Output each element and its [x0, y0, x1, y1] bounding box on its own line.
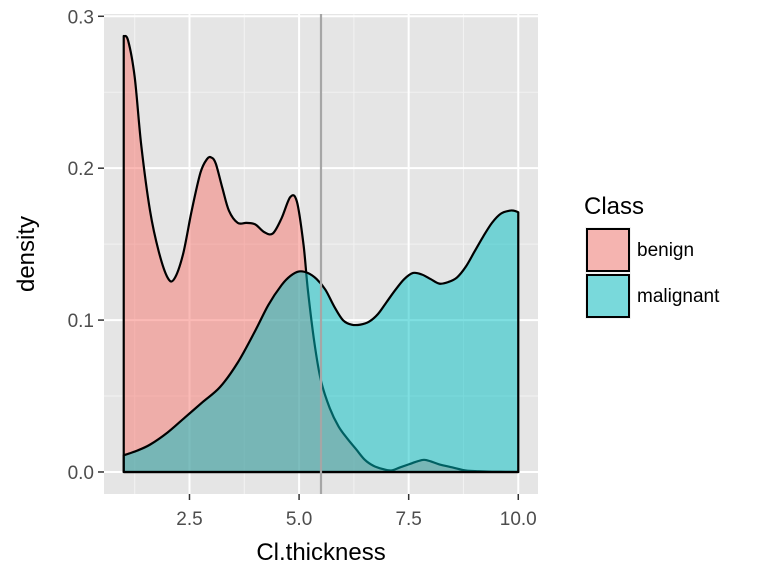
legend-label-benign: benign [637, 240, 694, 261]
x-tick-label: 7.5 [395, 509, 421, 530]
legend-key-malignant [586, 274, 630, 318]
y-axis-title: density [13, 216, 40, 292]
y-tick-label: 0.2 [68, 159, 94, 180]
y-tick-label: 0.0 [68, 463, 94, 484]
legend-key-benign [586, 228, 630, 272]
y-tick-label: 0.3 [68, 7, 94, 28]
x-tick-label: 5.0 [286, 509, 312, 530]
y-tick-label: 0.1 [68, 311, 94, 332]
legend-label-malignant: malignant [637, 286, 720, 307]
x-axis: 2.5 5.0 7.5 10.0 [176, 494, 537, 530]
y-axis: 0.0 0.1 0.2 0.3 [68, 7, 104, 484]
legend: Class benign malignant [584, 193, 720, 319]
legend-title: Class [584, 193, 644, 220]
x-tick-label: 2.5 [176, 509, 202, 530]
x-tick-label: 10.0 [500, 509, 537, 530]
x-axis-title: Cl.thickness [256, 539, 385, 566]
